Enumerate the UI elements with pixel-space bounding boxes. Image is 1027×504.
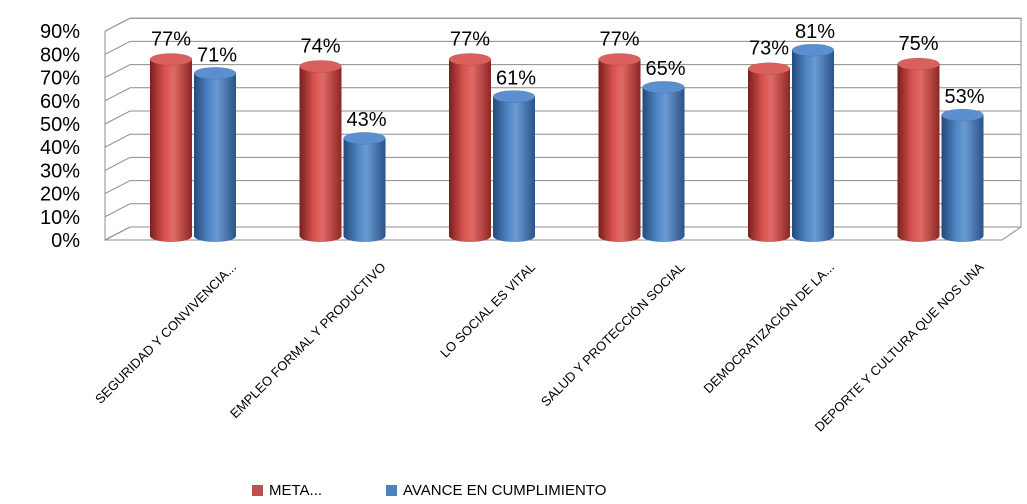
bar bbox=[343, 131, 386, 243]
gridline-side bbox=[104, 133, 131, 148]
bar bbox=[299, 60, 342, 243]
bar bbox=[941, 108, 984, 243]
legend: META... AVANCE EN CUMPLIMIENTO bbox=[0, 482, 1027, 504]
data-label: 77% bbox=[599, 28, 639, 50]
bar bbox=[897, 57, 940, 243]
y-tick-label: 10% bbox=[40, 207, 80, 229]
y-axis: 0%10%20%30%40%50%60%70%80%90% bbox=[40, 21, 80, 252]
category-label: SEGURIDAD Y CONVIVENCIA... bbox=[92, 260, 239, 407]
data-label: 74% bbox=[300, 35, 340, 57]
gridline-side bbox=[104, 203, 131, 218]
legend-swatch-meta bbox=[252, 485, 263, 496]
category-label: DEMOCRATIZACIÓN DE LA... bbox=[701, 260, 838, 397]
data-label: 81% bbox=[795, 21, 835, 43]
category-label: DEPORTE Y CULTURA QUE NOS UNA bbox=[812, 259, 987, 434]
legend-item-avance: AVANCE EN CUMPLIMIENTO bbox=[386, 482, 606, 499]
gridline-side bbox=[104, 156, 131, 171]
data-label: 61% bbox=[496, 67, 536, 89]
bars-group bbox=[149, 43, 984, 243]
data-label: 73% bbox=[749, 38, 789, 60]
category-label: EMPLEO FORMAL Y PRODUCTIVO bbox=[227, 260, 389, 422]
bar bbox=[448, 53, 492, 242]
x-axis: SEGURIDAD Y CONVIVENCIA...EMPLEO FORMAL … bbox=[92, 259, 987, 434]
category-label: SALUD Y PROTECCIÓN SOCIAL bbox=[538, 260, 688, 410]
data-label: 53% bbox=[944, 86, 984, 108]
gridline-side bbox=[104, 40, 131, 55]
data-label: 71% bbox=[197, 44, 237, 66]
y-tick-label: 60% bbox=[40, 91, 80, 113]
bar bbox=[791, 43, 835, 242]
y-tick-label: 30% bbox=[40, 160, 80, 182]
y-tick-label: 0% bbox=[51, 230, 80, 252]
gridline-side bbox=[104, 180, 131, 195]
bar bbox=[747, 62, 791, 242]
bar bbox=[598, 53, 641, 243]
plot-border bbox=[104, 17, 1022, 241]
y-tick-label: 40% bbox=[40, 137, 80, 159]
data-label: 77% bbox=[151, 28, 191, 50]
y-tick-label: 20% bbox=[40, 184, 80, 206]
data-labels: 77% 71% 74% 43% 77% 61% 77% 65% 73% 81% 75% 53% bbox=[151, 21, 985, 131]
legend-label-avance: AVANCE EN CUMPLIMIENTO bbox=[403, 482, 607, 499]
bar bbox=[149, 53, 193, 242]
category-label: LO SOCIAL ES VITAL bbox=[437, 260, 538, 361]
y-tick-label: 90% bbox=[40, 21, 80, 43]
y-tick-label: 50% bbox=[40, 114, 80, 136]
gridline-side bbox=[104, 110, 131, 125]
data-label: 43% bbox=[346, 109, 386, 131]
plot-frame bbox=[104, 17, 1022, 241]
legend-item-meta: META... bbox=[252, 482, 322, 499]
bar bbox=[492, 90, 536, 242]
bar bbox=[642, 80, 685, 243]
gridline-side bbox=[104, 64, 131, 79]
data-label: 75% bbox=[898, 33, 938, 55]
bar bbox=[193, 67, 237, 242]
legend-label-meta: META... bbox=[269, 482, 323, 499]
gridline-side bbox=[104, 87, 131, 102]
y-tick-label: 80% bbox=[40, 44, 80, 66]
data-label: 77% bbox=[450, 28, 490, 50]
data-label: 65% bbox=[645, 58, 685, 80]
legend-swatch-avance bbox=[386, 485, 397, 496]
gridline-side bbox=[104, 17, 131, 32]
floor-edge bbox=[104, 226, 131, 241]
y-tick-label: 70% bbox=[40, 68, 80, 90]
